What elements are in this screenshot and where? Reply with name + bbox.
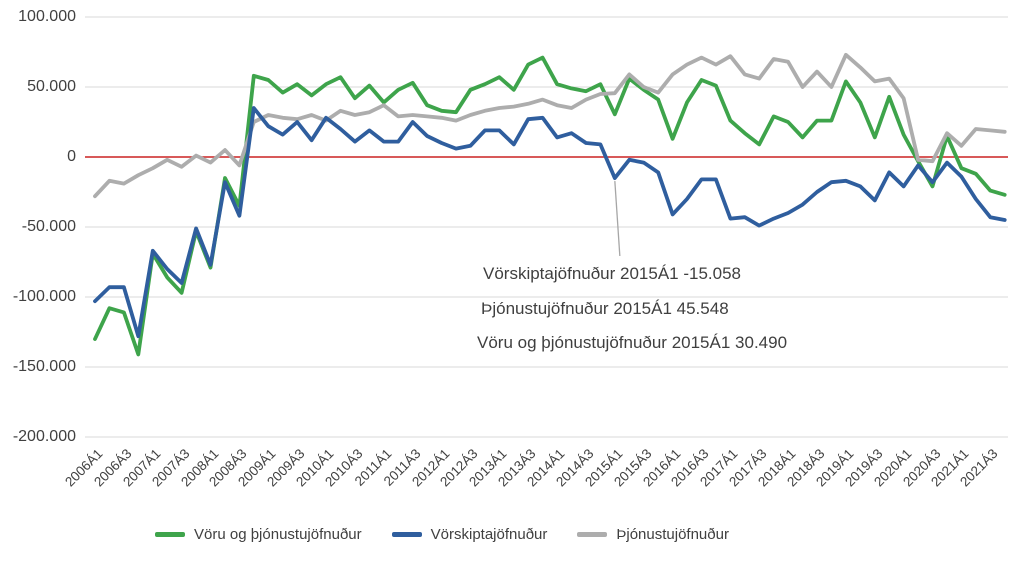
legend-item-voru-og-thjonustujofnudur[interactable]: Vöru og þjónustujöfnuður xyxy=(155,526,362,543)
series-line-2[interactable] xyxy=(93,52,1007,199)
series-line-1[interactable] xyxy=(93,106,1007,339)
y-axis: 100.000 50.000 0 -50.000 -100.000 -150.000 -20… xyxy=(0,0,76,460)
gray-line-swatch-icon xyxy=(577,532,608,537)
annotation-line-voru-og-thjonustujofnudur: Vöru og þjónustujöfnuður 2015Á1 30.490 xyxy=(477,333,788,352)
blue-line-swatch-icon xyxy=(391,532,422,537)
y-tick-label: 0 xyxy=(67,148,76,165)
y-tick-label: -100.000 xyxy=(12,288,76,305)
annotation-leader-line xyxy=(614,181,621,257)
y-tick-label: 50.000 xyxy=(27,78,76,95)
y-tick-label: -200.000 xyxy=(12,428,76,445)
legend-label-vorskiptajofnudur: Vörskiptajöfnuður xyxy=(430,526,548,543)
y-tick-label: -150.000 xyxy=(12,358,76,375)
annotation-line-thjonustujofnudur: Þjónustujöfnuður 2015Á1 45.548 xyxy=(481,299,729,318)
legend-item-thjonustujofnudur[interactable]: Þjónustujöfnuður xyxy=(577,526,729,543)
green-line-swatch-icon xyxy=(155,532,186,537)
y-tick-label: -50.000 xyxy=(21,218,76,235)
annotation-line-vorskiptajofnudur: Vörskiptajöfnuður 2015Á1 -15.058 xyxy=(483,264,742,283)
legend-label-voru-og-thjonustujofnudur: Vöru og þjónustujöfnuður xyxy=(194,526,362,543)
legend: Vöru og þjónustujöfnuður Vörskiptajöfnuð… xyxy=(0,526,954,543)
legend-item-vorskiptajofnudur[interactable]: Vörskiptajöfnuður xyxy=(391,526,548,543)
y-tick-label: 100.000 xyxy=(18,8,76,25)
legend-label-thjonustujofnudur: Þjónustujöfnuður xyxy=(616,526,729,543)
